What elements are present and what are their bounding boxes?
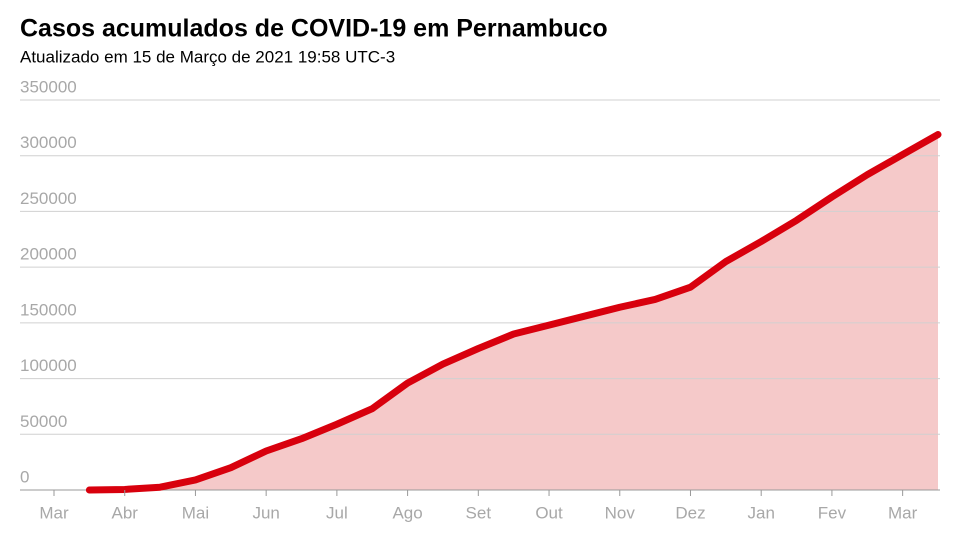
- chart-title: Casos acumulados de COVID-19 em Pernambu…: [20, 15, 608, 43]
- x-tick-label: Nov: [605, 503, 636, 522]
- x-tick-label: Jan: [747, 503, 774, 522]
- y-tick-label: 300000: [20, 133, 77, 152]
- line: [85, 131, 942, 494]
- area: [89, 134, 939, 491]
- x-tick-label: Fev: [818, 503, 847, 522]
- x-tick-label: Jul: [326, 503, 348, 522]
- x-tick-label: Jun: [252, 503, 279, 522]
- y-tick-label: 250000: [20, 189, 77, 208]
- y-tick-label: 350000: [20, 77, 77, 96]
- y-tick-label: 50000: [20, 412, 67, 431]
- y-tick-label: 150000: [20, 300, 77, 319]
- x-tick-label: Abr: [111, 503, 138, 522]
- y-tick-label: 200000: [20, 245, 77, 264]
- x-tick-label: Set: [466, 503, 492, 522]
- x-tick-label: Dez: [675, 503, 705, 522]
- chart-subtitle: Atualizado em 15 de Março de 2021 19:58 …: [20, 47, 395, 66]
- x-tick-label: Ago: [392, 503, 422, 522]
- x-tick-label: Mar: [888, 503, 918, 522]
- y-tick-label: 0: [20, 467, 29, 486]
- y-tick-label: 100000: [20, 356, 77, 375]
- x-tick-label: Mai: [182, 503, 209, 522]
- x-tick-label: Out: [535, 503, 563, 522]
- x-tick-label: Mar: [39, 503, 69, 522]
